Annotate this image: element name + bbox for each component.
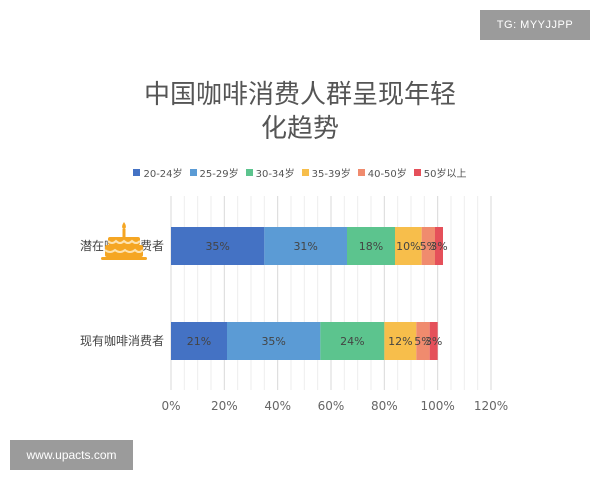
legend-label: 20-24岁 [143, 169, 183, 180]
data-label: 21% [187, 335, 211, 348]
x-tick-label: 80% [371, 399, 398, 413]
legend-item: 35-39岁 [301, 165, 351, 180]
channel-tag: TG: MYYJJPP [480, 10, 590, 40]
legend-swatch [301, 169, 309, 176]
x-tick-label: 60% [318, 399, 345, 413]
legend-label: 25-29岁 [199, 169, 239, 180]
bar-segment [429, 322, 438, 360]
legend-item: 50岁以上 [413, 165, 467, 180]
legend-item: 20-24岁 [133, 165, 183, 180]
legend-label: 40-50岁 [367, 169, 407, 180]
data-label: 35% [205, 240, 229, 253]
x-tick-label: 40% [264, 399, 291, 413]
bar-segment [421, 227, 435, 265]
data-label: 12% [388, 335, 412, 348]
data-label: 10% [396, 240, 420, 253]
chart-title-line-2: 化趋势 [260, 114, 339, 144]
data-label: 24% [340, 335, 364, 348]
bar-segment [416, 322, 430, 360]
data-label: 35% [261, 335, 285, 348]
bar-segment [384, 322, 417, 360]
legend-label: 35-39岁 [311, 169, 351, 180]
bar-segment [171, 322, 227, 360]
legend-item: 25-29岁 [189, 165, 239, 180]
bar-segment [347, 227, 395, 265]
bar-segment [171, 227, 265, 265]
website-watermark: www.upacts.com [10, 440, 133, 470]
x-tick-label: 120% [474, 399, 508, 413]
legend-label: 30-34岁 [255, 169, 295, 180]
legend-swatch [413, 169, 421, 176]
x-tick-label: 0% [161, 399, 180, 413]
chart-legend: 20-24岁 25-29岁 30-34岁 35-39岁 40-50岁 50岁以上 [110, 165, 490, 180]
legend-swatch [357, 169, 365, 176]
legend-swatch [189, 169, 197, 176]
category-label: 现有咖啡消费者 [80, 333, 164, 348]
data-label: 3% [425, 335, 442, 348]
legend-swatch [245, 169, 253, 176]
x-tick-label: 20% [211, 399, 238, 413]
bar-segment [227, 322, 321, 360]
legend-item: 40-50岁 [357, 165, 407, 180]
legend-label: 50岁以上 [423, 169, 467, 180]
chart-title-line-1: 中国咖啡消费人群呈现年轻 [143, 80, 456, 110]
x-tick-label: 100% [421, 399, 455, 413]
data-label: 31% [293, 240, 317, 253]
bar-segment [395, 227, 422, 265]
data-label: 5% [420, 240, 437, 253]
legend-item: 30-34岁 [245, 165, 295, 180]
bar-segment [264, 227, 347, 265]
chart-title: 中国咖啡消费人群呈现年轻 化趋势 [100, 78, 500, 146]
data-label: 3% [430, 240, 447, 253]
bar-segment [435, 227, 443, 265]
legend-swatch [133, 169, 141, 176]
data-label: 5% [414, 335, 431, 348]
birthday-cake-icon [98, 219, 150, 265]
data-label: 18% [359, 240, 383, 253]
bar-segment [320, 322, 385, 360]
